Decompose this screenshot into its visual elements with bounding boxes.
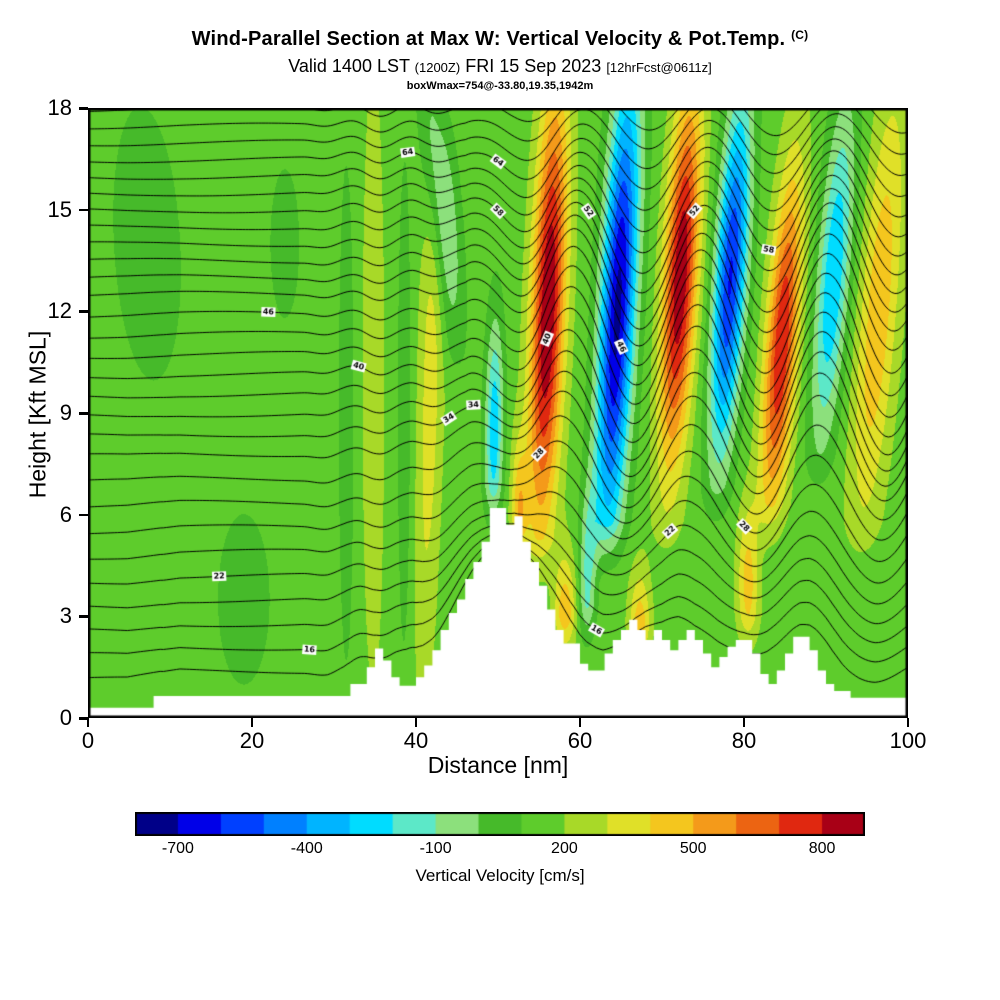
- boxwmax-annotation: boxWmax=754@-33.80,19.35,1942m: [406, 80, 594, 92]
- valid-date-text: FRI 15 Sep 2023: [465, 56, 602, 76]
- x-tick-mark: [414, 718, 418, 727]
- colorbar-tick-label: 800: [808, 840, 836, 857]
- y-tick-label: 9: [59, 400, 72, 425]
- y-axis-label: Height [Kft MSL]: [24, 330, 51, 499]
- y-tick-mark: [79, 412, 88, 415]
- x-tick-label: 0: [81, 728, 95, 753]
- valid-time-text: Valid 1400 LST: [288, 56, 410, 76]
- colorbar-canvas: [135, 812, 865, 836]
- x-tick-mark: [906, 718, 910, 727]
- x-tick-mark: [86, 718, 90, 727]
- colorbar-tick-label: -100: [419, 840, 452, 857]
- valid-ztime-text: (1200Z): [414, 60, 461, 75]
- x-tick-label: 20: [239, 728, 265, 753]
- cross-section-plot-canvas: [88, 108, 908, 718]
- colorbar-tick-label: 500: [679, 840, 707, 857]
- y-tick-mark: [79, 513, 88, 517]
- y-tick-label: 18: [47, 95, 72, 120]
- y-tick-mark: [79, 615, 88, 618]
- x-tick-label: 60: [567, 728, 593, 753]
- y-tick-label: 15: [47, 196, 72, 222]
- chart-title-text: Wind-Parallel Section at Max W: Vertical…: [191, 28, 786, 50]
- x-tick-label: 100: [889, 728, 927, 753]
- colorbar-tick-label: -700: [161, 840, 194, 857]
- chart-title: Wind-Parallel Section at Max W: Vertical…: [0, 28, 1000, 51]
- colorbar-label: Vertical Velocity [cm/s]: [415, 866, 585, 885]
- y-tick-mark: [79, 717, 88, 720]
- y-tick-label: 6: [59, 501, 72, 527]
- y-tick-label: 3: [59, 603, 72, 629]
- chart-title-unit: (C): [791, 28, 809, 42]
- forecast-tag-text: [12hrFcst@0611z]: [606, 60, 712, 75]
- x-tick-label: 40: [403, 728, 429, 753]
- x-axis-label: Distance [nm]: [427, 752, 569, 778]
- x-tick-mark: [250, 718, 254, 727]
- colorbar-tick-label: -400: [290, 840, 323, 857]
- y-tick-mark: [79, 310, 88, 313]
- y-tick-label: 0: [59, 705, 72, 730]
- x-tick-label: 80: [731, 728, 757, 753]
- x-tick-mark: [578, 718, 582, 727]
- colorbar-tick-label: 200: [551, 840, 578, 857]
- y-tick-mark: [79, 208, 88, 212]
- y-tick-mark: [79, 107, 88, 110]
- x-tick-mark: [742, 718, 746, 727]
- chart-subtitle: Valid 1400 LST (1200Z) FRI 15 Sep 2023 […: [0, 56, 1000, 77]
- y-tick-label: 12: [47, 298, 72, 324]
